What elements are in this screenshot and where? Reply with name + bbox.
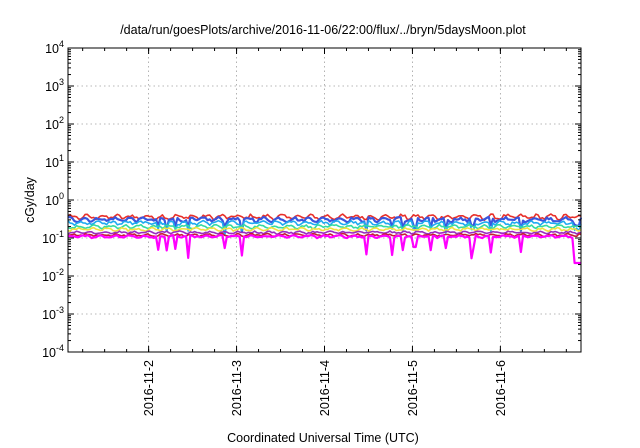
- series-line: [67, 223, 582, 230]
- x-tick-label: 2016-11-2: [142, 360, 156, 416]
- y-tick-label: 10-4: [42, 343, 64, 360]
- series-line: [67, 215, 583, 233]
- x-tick-label: 2016-11-3: [230, 360, 244, 416]
- y-axis-label: cGy/day: [23, 176, 37, 223]
- series-line: [67, 230, 582, 235]
- x-axis: 2016-11-2 2016-11-3 2016-11-4 2016-11-5 2016…: [82, 48, 567, 416]
- x-tick-label: 2016-11-6: [494, 360, 508, 416]
- x-tick-label: 2016-11-4: [318, 360, 332, 416]
- data-series: [67, 213, 583, 265]
- y-tick-label: 101: [45, 153, 64, 170]
- grid-lines: [68, 48, 581, 352]
- series-line: [67, 226, 582, 233]
- series-line: [67, 219, 582, 237]
- y-tick-label: 102: [45, 115, 64, 132]
- x-tick-label: 2016-11-5: [406, 360, 420, 416]
- x-axis-label: Coordinated Universal Time (UTC): [227, 431, 419, 445]
- y-tick-label: 100: [45, 191, 64, 208]
- series-line: [67, 213, 582, 222]
- y-tick-label: 10-2: [42, 267, 64, 284]
- y-axis: 10-4 10-3 10-2 10-1 100 101 102 103 104: [42, 39, 581, 360]
- chart-title: /data/run/goesPlots/archive/2016-11-06/2…: [120, 23, 526, 37]
- y-tick-label: 10-1: [42, 229, 64, 246]
- series-line: [67, 233, 581, 265]
- y-tick-label: 103: [45, 77, 64, 94]
- y-tick-label: 10-3: [42, 305, 64, 322]
- y-tick-label: 104: [45, 39, 64, 56]
